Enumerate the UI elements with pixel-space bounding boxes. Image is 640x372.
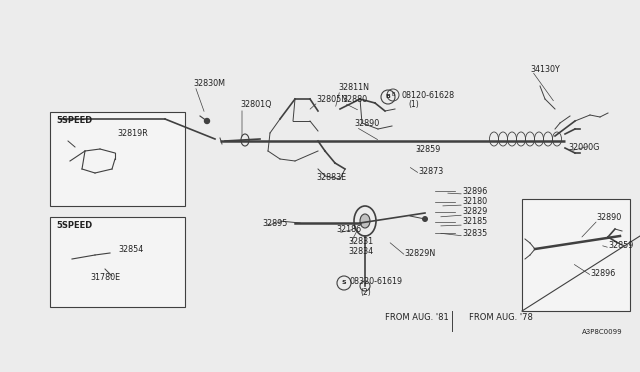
Text: 32829: 32829	[462, 208, 488, 217]
Text: 5SPEED: 5SPEED	[56, 221, 92, 230]
Text: S: S	[342, 280, 346, 285]
Text: 32000G: 32000G	[568, 144, 600, 153]
Text: A3P8C0099: A3P8C0099	[582, 329, 623, 335]
Text: 32890: 32890	[596, 212, 621, 221]
Text: 32829N: 32829N	[404, 248, 435, 257]
Text: 32834: 32834	[348, 247, 373, 257]
Text: FROM AUG. '81: FROM AUG. '81	[385, 312, 449, 321]
Text: 32185: 32185	[462, 218, 487, 227]
Ellipse shape	[360, 214, 370, 228]
Text: 32859: 32859	[608, 241, 634, 250]
Bar	[50, 112, 185, 206]
Text: 32811N: 32811N	[338, 83, 369, 92]
Text: 08120-61628: 08120-61628	[401, 90, 454, 99]
Text: (2): (2)	[360, 288, 371, 296]
Text: 08320-61619: 08320-61619	[349, 278, 402, 286]
Text: 34130Y: 34130Y	[530, 64, 560, 74]
Text: 32180: 32180	[462, 198, 487, 206]
Text: 32819R: 32819R	[117, 128, 148, 138]
Text: 32830M: 32830M	[193, 78, 225, 87]
Text: 32854: 32854	[118, 244, 143, 253]
Text: 32883E: 32883E	[316, 173, 346, 183]
Text: FROM AUG. '78: FROM AUG. '78	[469, 312, 533, 321]
Circle shape	[205, 119, 209, 124]
Text: 32835: 32835	[462, 228, 487, 237]
Text: 32880: 32880	[342, 96, 367, 105]
Text: 32896: 32896	[462, 186, 487, 196]
Text: 32896: 32896	[590, 269, 615, 278]
Text: (1): (1)	[408, 100, 419, 109]
Ellipse shape	[91, 250, 99, 260]
Circle shape	[422, 216, 428, 222]
Text: B: B	[385, 94, 390, 99]
Circle shape	[111, 275, 115, 279]
Text: 31780E: 31780E	[90, 273, 120, 282]
Text: 32186: 32186	[336, 225, 361, 234]
Circle shape	[570, 241, 574, 245]
Text: 32890: 32890	[354, 119, 380, 128]
Text: 32805N: 32805N	[316, 94, 347, 103]
Text: 32873: 32873	[418, 167, 444, 176]
Bar	[50, 217, 185, 307]
Text: 5SPEED: 5SPEED	[56, 116, 92, 125]
Text: B: B	[391, 93, 395, 97]
Text: 32801Q: 32801Q	[240, 100, 271, 109]
Text: 32859: 32859	[415, 145, 440, 154]
Bar	[522, 199, 630, 311]
Text: 32831: 32831	[348, 237, 373, 246]
Text: 32895: 32895	[262, 218, 287, 228]
